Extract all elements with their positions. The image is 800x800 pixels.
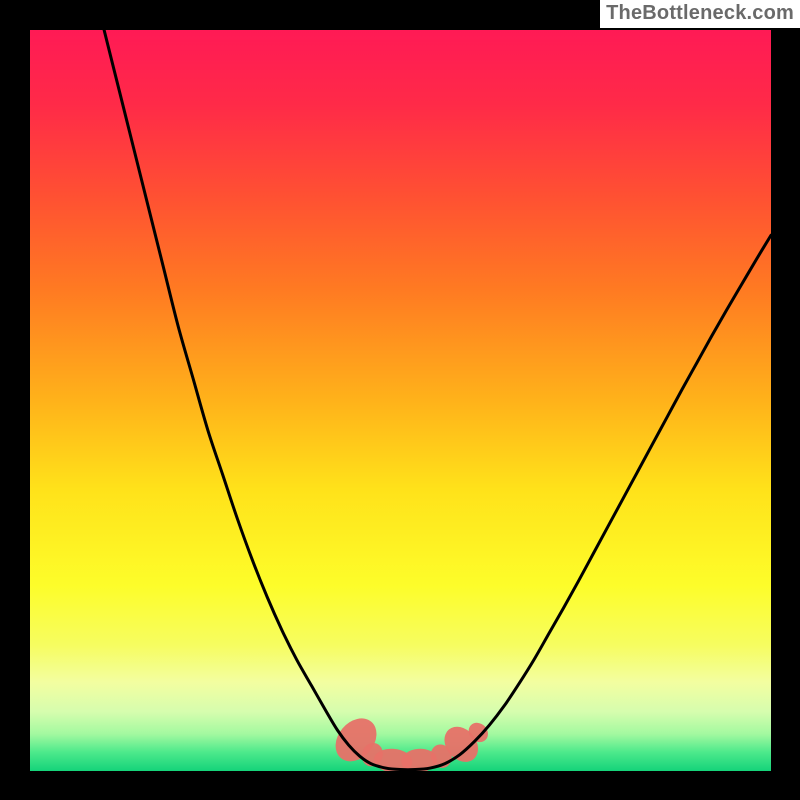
- plot-area: [30, 30, 771, 774]
- chart-stage: TheBottleneck.com: [0, 0, 800, 800]
- bottleneck-chart: [0, 0, 800, 800]
- gradient-background: [30, 30, 771, 771]
- attribution-label: TheBottleneck.com: [600, 0, 800, 28]
